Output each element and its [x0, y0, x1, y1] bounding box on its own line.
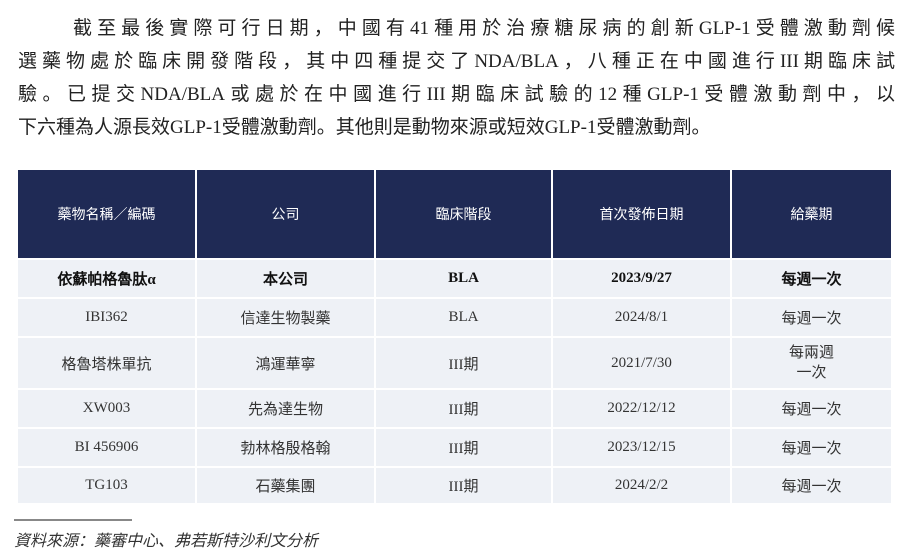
cell-dosing-interval: 每週一次: [732, 468, 891, 503]
header-dosing-interval: 給藥期: [732, 170, 891, 258]
paragraph-line: 截至最後實際可行日期，中國有41種用於治療糖尿病的創新GLP-1受體激動劑候: [73, 18, 895, 39]
table-row: 依蘇帕格魯肽α 本公司 BLA 2023/9/27 每週一次: [18, 260, 891, 297]
cell-company: 石藥集團: [197, 468, 374, 503]
cell-company: 信達生物製藥: [197, 299, 374, 336]
cell-drug-name: IBI362: [18, 299, 195, 336]
source-note: 資料來源：藥審中心、弗若斯特沙利文分析: [14, 533, 319, 550]
cell-first-posted-date: 2022/12/12: [553, 390, 730, 427]
cell-dosing-interval: 每週一次: [732, 260, 891, 297]
cell-first-posted-date: 2021/7/30: [553, 338, 730, 388]
header-first-posted-date: 首次發佈日期: [553, 170, 730, 258]
cell-company: 鴻運華寧: [197, 338, 374, 388]
cell-company: 本公司: [197, 260, 374, 297]
table-row: XW003 先為達生物 III期 2022/12/12 每週一次: [18, 390, 891, 427]
cell-drug-name: XW003: [18, 390, 195, 427]
header-clinical-stage: 臨床階段: [376, 170, 551, 258]
paragraph-line: 選藥物處於臨床開發階段，其中四種提交了NDA/BLA，八種正在中國進行III期臨…: [18, 51, 895, 72]
table-row: TG103 石藥集團 III期 2024/2/2 每週一次: [18, 468, 891, 503]
cell-drug-name: BI 456906: [18, 429, 195, 466]
header-company: 公司: [197, 170, 374, 258]
cell-drug-name: 格魯塔株單抗: [18, 338, 195, 388]
cell-drug-name: 依蘇帕格魯肽α: [18, 260, 195, 297]
table-header-row: 藥物名稱／編碼 公司 臨床階段 首次發佈日期 給藥期: [18, 170, 891, 258]
cell-first-posted-date: 2024/8/1: [553, 299, 730, 336]
cell-clinical-stage: III期: [376, 468, 551, 503]
cell-dosing-interval: 每週一次: [732, 429, 891, 466]
cell-clinical-stage: III期: [376, 338, 551, 388]
cell-dosing-interval: 每週一次: [732, 299, 891, 336]
cell-first-posted-date: 2023/12/15: [553, 429, 730, 466]
intro-paragraph: 截至最後實際可行日期，中國有41種用於治療糖尿病的創新GLP-1受體激動劑候 選…: [18, 12, 895, 144]
paragraph-line: 驗。已提交NDA/BLA或處於在中國進行III期臨床試驗的12種GLP-1受體激…: [18, 84, 895, 105]
cell-first-posted-date: 2023/9/27: [553, 260, 730, 297]
cell-clinical-stage: III期: [376, 429, 551, 466]
cell-company: 先為達生物: [197, 390, 374, 427]
cell-dosing-interval: 每週一次: [732, 390, 891, 427]
paragraph-line: 下六種為人源長效GLP-1受體激動劑。其他則是動物來源或短效GLP-1受體激動劑…: [18, 117, 711, 138]
cell-first-posted-date: 2024/2/2: [553, 468, 730, 503]
footnote-divider: [14, 519, 132, 521]
cell-drug-name: TG103: [18, 468, 195, 503]
cell-clinical-stage: BLA: [376, 299, 551, 336]
table-row: BI 456906 勃林格殷格翰 III期 2023/12/15 每週一次: [18, 429, 891, 466]
glp1-candidates-table: 藥物名稱／編碼 公司 臨床階段 首次發佈日期 給藥期 依蘇帕格魯肽α 本公司 BLA…: [16, 168, 893, 505]
cell-clinical-stage: III期: [376, 390, 551, 427]
table-row: IBI362 信達生物製藥 BLA 2024/8/1 每週一次: [18, 299, 891, 336]
cell-company: 勃林格殷格翰: [197, 429, 374, 466]
cell-dosing-interval: 每兩週 一次: [732, 338, 891, 388]
header-drug-name: 藥物名稱／編碼: [18, 170, 195, 258]
table-row: 格魯塔株單抗 鴻運華寧 III期 2021/7/30 每兩週 一次: [18, 338, 891, 388]
cell-clinical-stage: BLA: [376, 260, 551, 297]
